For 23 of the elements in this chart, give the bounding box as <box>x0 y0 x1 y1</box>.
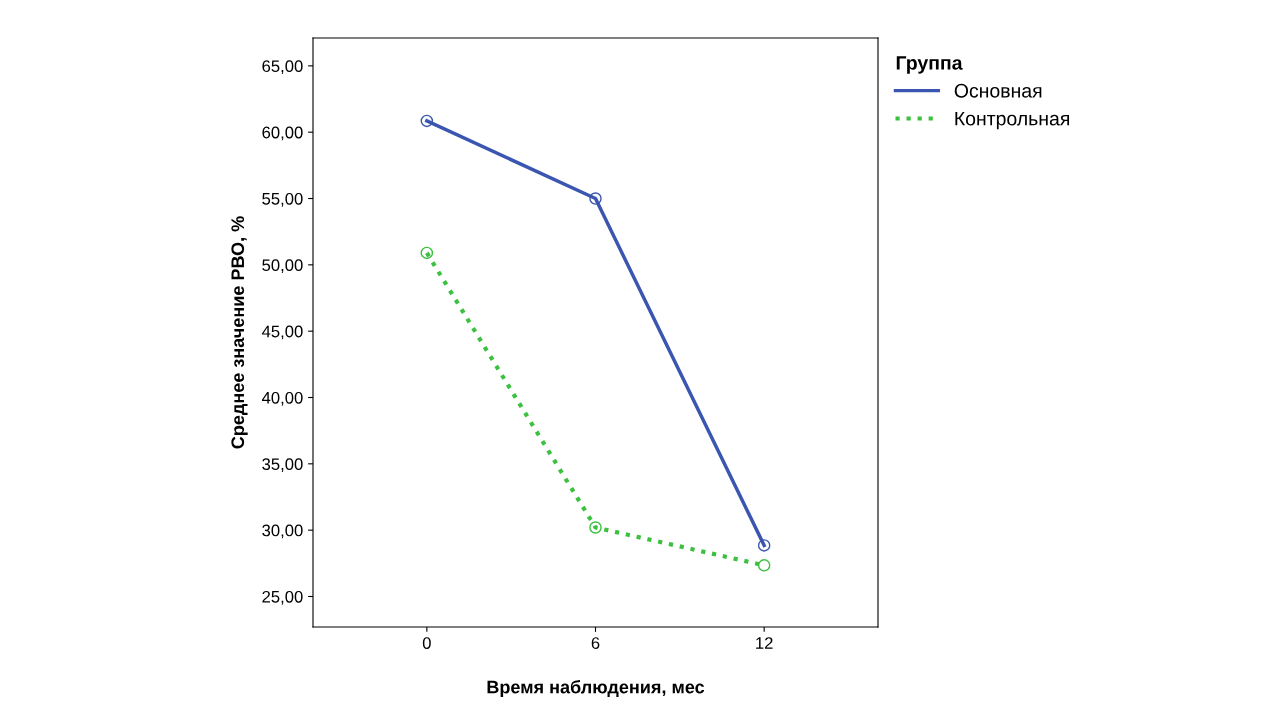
x-tick-label: 0 <box>422 637 431 649</box>
point <box>589 521 602 534</box>
point <box>589 192 602 205</box>
x-axis-title: Время наблюдения, мес <box>487 680 705 698</box>
y-tick-label: 25,00 <box>262 590 303 605</box>
point <box>757 559 771 572</box>
point <box>420 114 434 128</box>
y-tick-label: 55,00 <box>262 192 303 207</box>
legend-title: Группа <box>896 56 963 74</box>
y-tick-label: 60,00 <box>262 126 303 141</box>
y-tick-label: 40,00 <box>261 391 303 406</box>
point <box>420 246 434 260</box>
y-tick-label: 65,00 <box>262 60 303 75</box>
legend-label: Контрольная <box>955 111 1070 130</box>
y-tick-label: 45,00 <box>261 325 303 340</box>
legend-label: Основная <box>954 83 1042 98</box>
y-tick-label: 50,00 <box>262 259 303 274</box>
y-tick-label: 30,00 <box>262 524 303 539</box>
y-axis-title: Среднее значение РВО, % <box>231 216 248 449</box>
y-tick-label: 35,00 <box>262 458 303 472</box>
point <box>757 539 771 552</box>
x-tick-label: 6 <box>591 637 600 649</box>
x-tick-label: 12 <box>756 637 773 649</box>
